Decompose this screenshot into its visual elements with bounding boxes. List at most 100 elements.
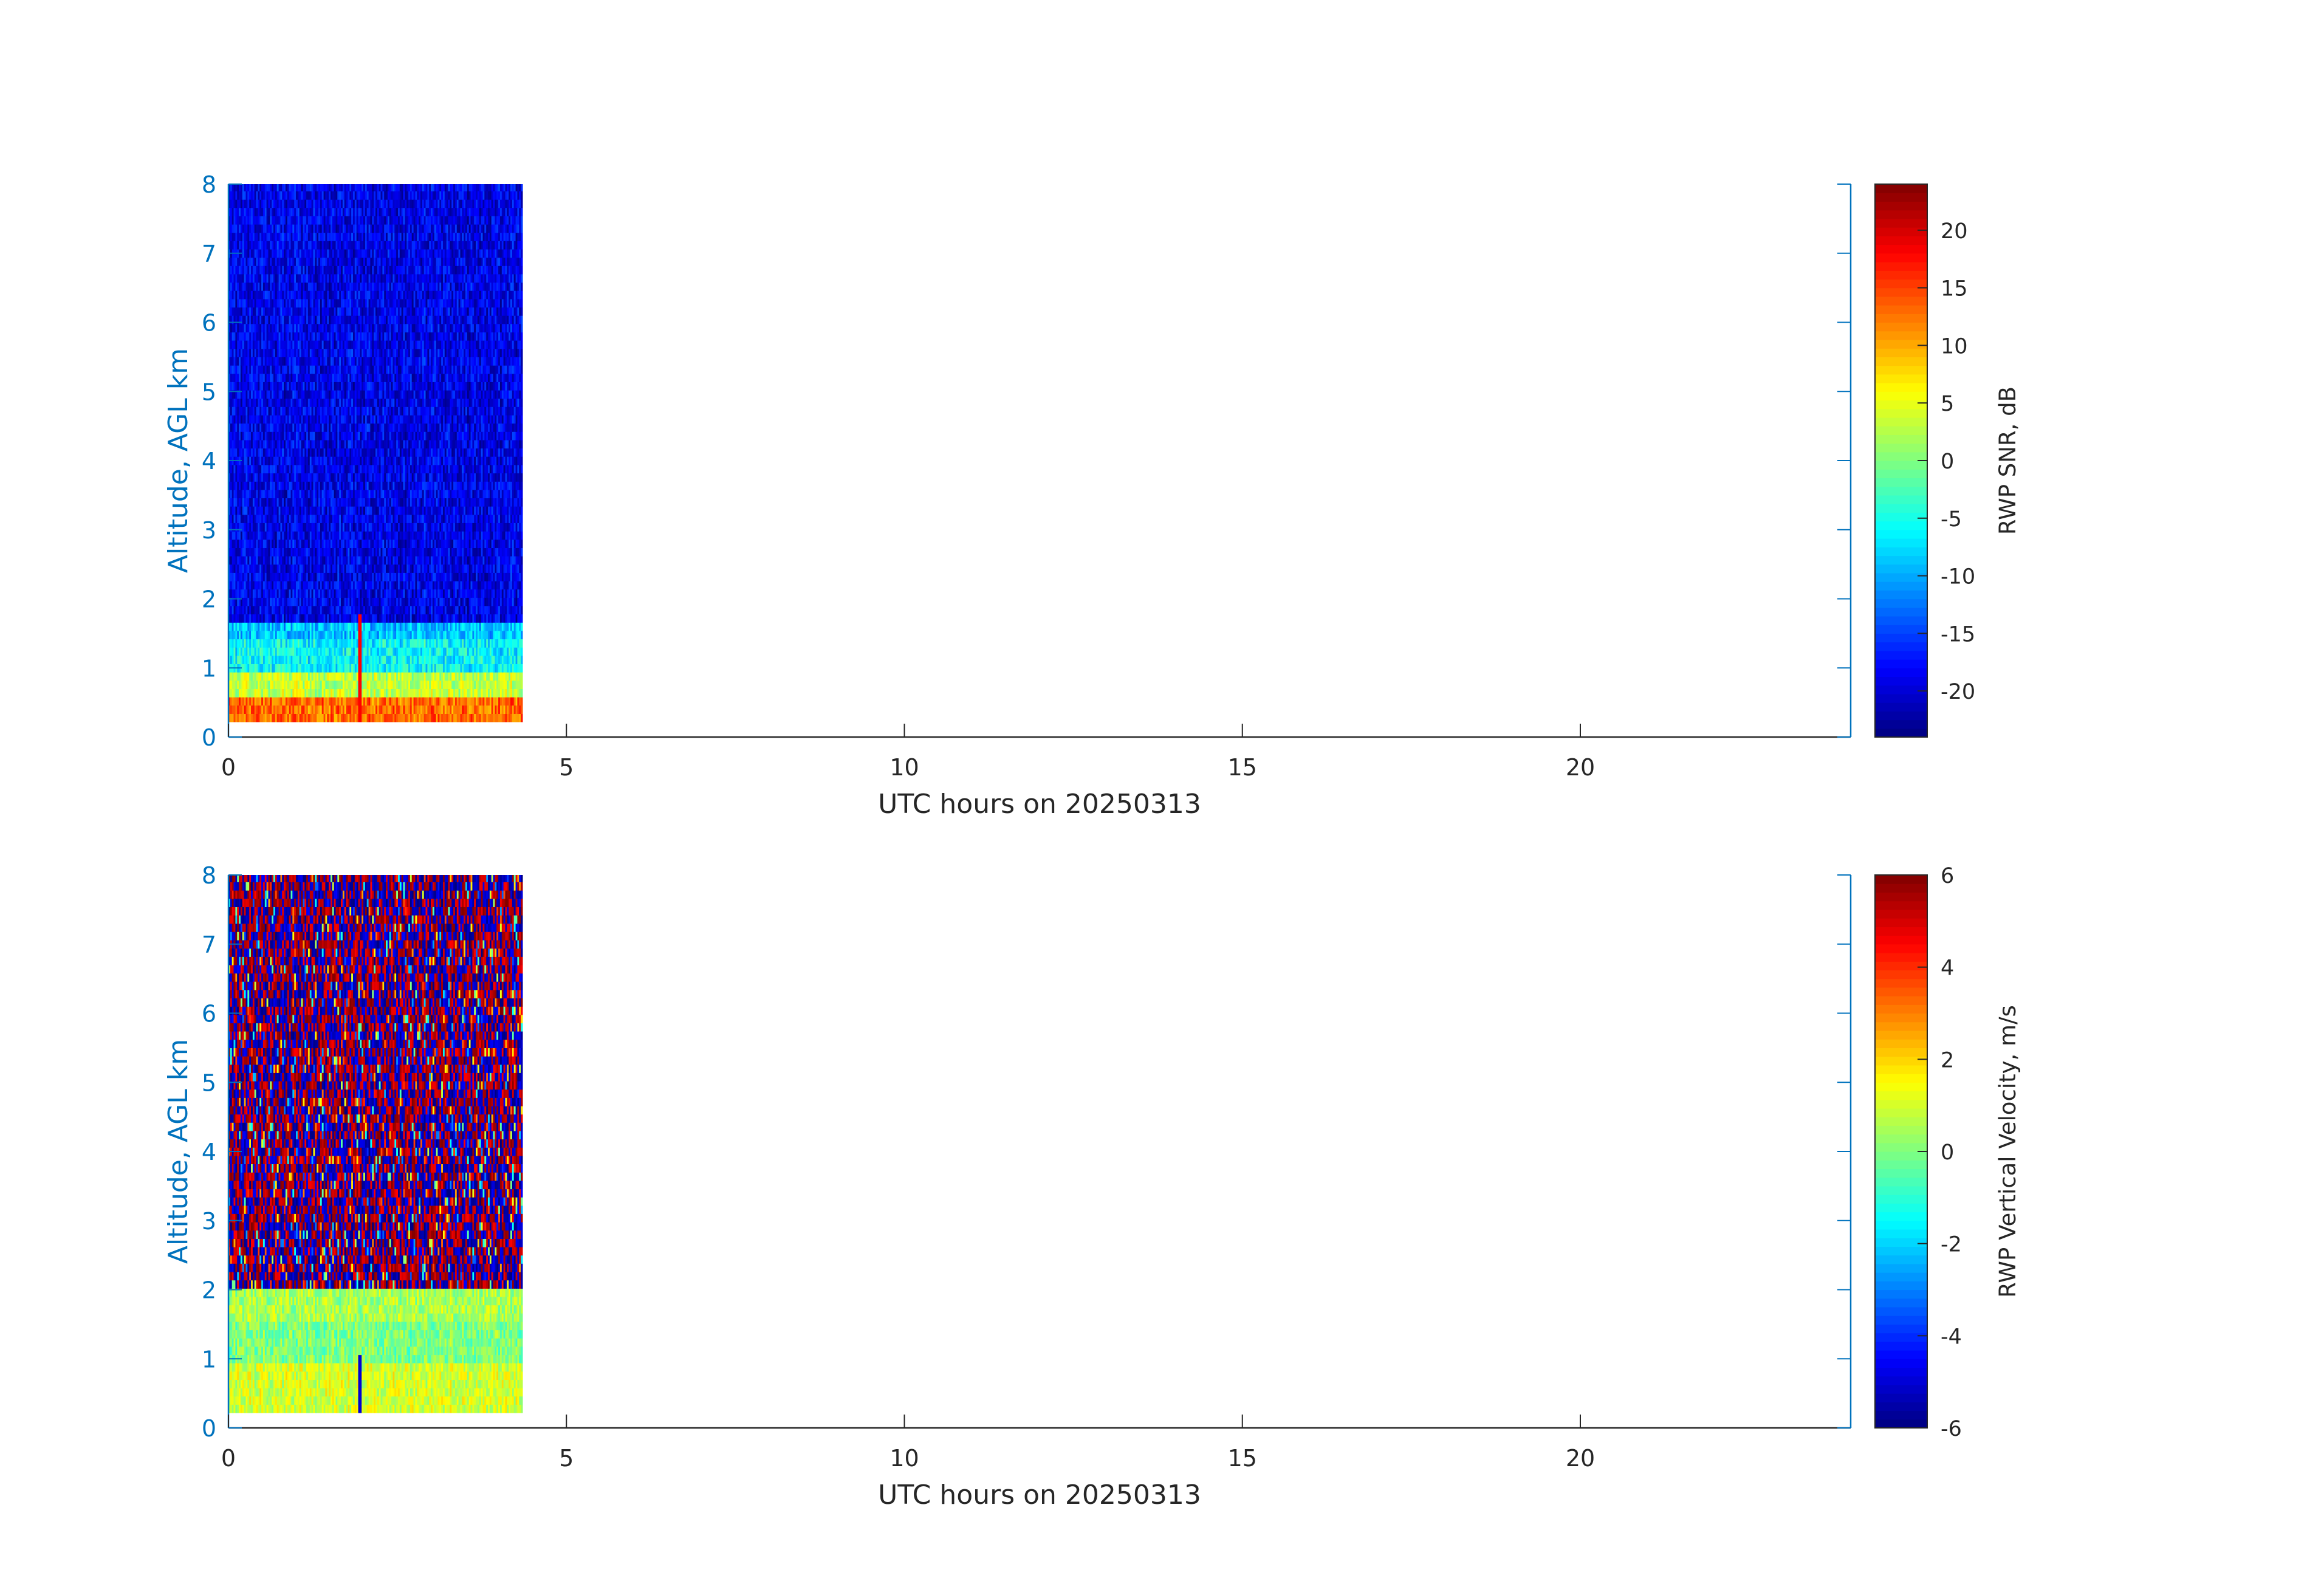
heatmap-cell bbox=[282, 523, 284, 532]
heatmap-cell bbox=[321, 398, 324, 407]
heatmap-cell bbox=[261, 191, 264, 200]
heatmap-cell bbox=[244, 373, 246, 382]
heatmap-cell bbox=[276, 199, 279, 208]
heatmap-cell bbox=[270, 597, 272, 606]
heatmap-cell bbox=[299, 414, 302, 424]
heatmap-cell bbox=[303, 572, 305, 581]
heatmap-cell bbox=[249, 464, 252, 473]
heatmap-cell bbox=[332, 580, 335, 590]
heatmap-cell bbox=[315, 456, 317, 465]
heatmap-cell bbox=[285, 382, 288, 391]
heatmap-cell bbox=[303, 373, 305, 382]
heatmap-cell bbox=[239, 224, 241, 233]
heatmap-cell bbox=[251, 332, 253, 341]
heatmap-cell bbox=[334, 357, 336, 366]
heatmap-cell bbox=[289, 473, 291, 482]
heatmap-cell bbox=[290, 514, 293, 523]
heatmap-cell bbox=[342, 688, 345, 698]
heatmap-cell bbox=[264, 323, 267, 333]
heatmap-cell bbox=[294, 597, 296, 606]
heatmap-cell bbox=[304, 224, 307, 233]
heatmap-cell bbox=[287, 266, 290, 275]
heatmap-cell bbox=[297, 589, 300, 598]
heatmap-cell bbox=[268, 523, 270, 532]
heatmap-cell bbox=[317, 473, 319, 482]
heatmap-cell bbox=[285, 614, 288, 623]
heatmap-cell bbox=[272, 439, 274, 449]
heatmap-cell bbox=[233, 630, 236, 640]
heatmap-cell bbox=[249, 348, 252, 357]
heatmap-cell bbox=[262, 647, 266, 656]
heatmap-cell bbox=[325, 464, 327, 473]
heatmap-cell bbox=[329, 323, 331, 333]
heatmap-cell bbox=[272, 572, 274, 581]
heatmap-cell bbox=[231, 464, 235, 473]
heatmap-cell bbox=[237, 506, 239, 515]
heatmap-cell bbox=[264, 664, 267, 673]
heatmap-cell bbox=[285, 340, 288, 349]
heatmap-cell bbox=[318, 473, 321, 482]
heatmap-cell bbox=[315, 249, 317, 258]
heatmap-cell bbox=[325, 273, 327, 283]
heatmap-cell bbox=[237, 257, 239, 266]
heatmap-cell bbox=[292, 605, 295, 615]
heatmap-cell bbox=[307, 514, 310, 523]
heatmap-cell bbox=[233, 257, 236, 266]
heatmap-cell bbox=[249, 622, 252, 631]
heatmap-cell bbox=[320, 406, 323, 416]
heatmap-cell bbox=[335, 315, 338, 324]
heatmap-cell bbox=[262, 439, 266, 449]
heatmap-cell bbox=[292, 547, 295, 557]
heatmap-cell bbox=[325, 390, 327, 399]
heatmap-cell bbox=[304, 257, 307, 266]
heatmap-cell bbox=[247, 688, 250, 698]
heatmap-cell bbox=[311, 340, 314, 349]
heatmap-cell bbox=[252, 257, 255, 266]
heatmap-cell bbox=[268, 597, 270, 606]
heatmap-cell bbox=[256, 464, 258, 473]
heatmap-cell bbox=[228, 257, 231, 266]
heatmap-cell bbox=[275, 547, 278, 557]
heatmap-cell bbox=[249, 597, 252, 606]
heatmap-cell bbox=[331, 199, 333, 208]
heatmap-cell bbox=[264, 199, 267, 208]
heatmap-cell bbox=[332, 290, 335, 300]
heatmap-cell bbox=[351, 531, 354, 540]
heatmap-cell bbox=[325, 547, 327, 557]
heatmap-cell bbox=[296, 655, 298, 664]
heatmap-cell bbox=[237, 639, 239, 648]
heatmap-cell bbox=[299, 498, 302, 507]
heatmap-cell bbox=[309, 622, 312, 631]
heatmap-cell bbox=[258, 199, 260, 208]
heatmap-cell bbox=[348, 332, 350, 341]
heatmap-cell bbox=[272, 639, 274, 648]
heatmap-cell bbox=[354, 639, 357, 648]
heatmap-cell bbox=[231, 564, 235, 573]
heatmap-cell bbox=[317, 456, 319, 465]
heatmap-cell bbox=[268, 241, 270, 250]
heatmap-cell bbox=[296, 464, 298, 473]
heatmap-cell bbox=[348, 622, 350, 631]
heatmap-cell bbox=[258, 564, 260, 573]
heatmap-cell bbox=[299, 489, 302, 498]
heatmap-cell bbox=[272, 423, 274, 432]
heatmap-cell bbox=[245, 705, 248, 714]
heatmap-cell bbox=[341, 481, 343, 490]
heatmap-cell bbox=[299, 315, 302, 324]
heatmap-cell bbox=[335, 373, 338, 382]
heatmap-cell bbox=[360, 473, 362, 482]
heatmap-cell bbox=[353, 249, 355, 258]
heatmap-cell bbox=[317, 257, 319, 266]
heatmap-cell bbox=[294, 680, 296, 689]
heatmap-cell bbox=[335, 448, 338, 457]
heatmap-cell bbox=[311, 564, 314, 573]
heatmap-cell bbox=[348, 464, 350, 473]
heatmap-cell bbox=[309, 266, 312, 275]
heatmap-cell bbox=[339, 357, 341, 366]
heatmap-cell bbox=[233, 672, 236, 681]
heatmap-cell bbox=[299, 664, 302, 673]
heatmap-cell bbox=[237, 547, 239, 557]
heatmap-cell bbox=[261, 398, 264, 407]
heatmap-cell bbox=[317, 290, 319, 300]
heatmap-cell bbox=[230, 373, 233, 382]
